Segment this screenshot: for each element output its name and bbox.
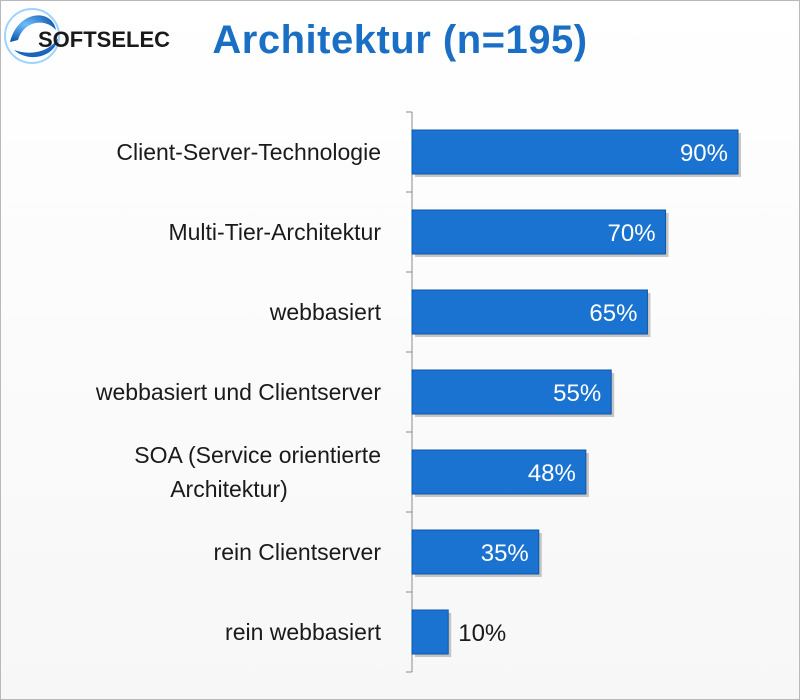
softselect-logo: SOFTSELECT [4,8,170,64]
bar [411,609,449,655]
category-label-line: Multi-Tier-Architektur [168,219,381,245]
category-label: webbasiert und Clientserver [95,379,381,405]
category-label-line: rein webbasiert [225,619,382,645]
bar-value-label: 65% [589,300,637,327]
bar [411,529,540,575]
category-label: Multi-Tier-Architektur [168,219,381,245]
swirl-icon [4,8,60,64]
bar-value-label: 90% [680,140,728,167]
bar [411,209,667,255]
logo-text: SOFTSELECT [38,27,170,52]
bar-value-label: 48% [528,460,576,487]
category-label-line: Architektur) [170,476,288,502]
bar-value-label: 55% [553,380,601,407]
bar [411,129,739,175]
category-label: rein webbasiert [225,619,382,645]
category-label-line: webbasiert und Clientserver [95,379,381,405]
bar [411,449,587,495]
category-label: webbasiert [269,299,382,325]
bar-value-label: 10% [458,620,506,647]
chart-title: Architektur (n=195) [212,18,588,62]
category-label: SOA (Service orientierte Architektur) [134,442,381,502]
category-label-line: SOA (Service orientierte [134,442,381,468]
category-label-line: webbasiert [269,299,382,325]
bar-value-label: 70% [608,220,656,247]
bar-value-label: 35% [481,540,529,567]
category-label: rein Clientserver [214,539,382,565]
category-label-line: rein Clientserver [214,539,382,565]
bar [411,369,612,415]
bar [411,289,648,335]
category-label-line: Client-Server-Technologie [116,139,381,165]
category-label: Client-Server-Technologie [116,139,381,165]
